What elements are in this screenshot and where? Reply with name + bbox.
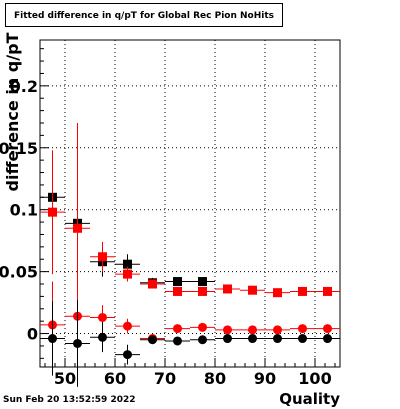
data-point-square — [248, 285, 257, 295]
tick-labels: 50 60 70 80 90 100 0 0.05 0.1 0.15 0.2 — [0, 77, 332, 388]
grid-lines — [40, 40, 340, 367]
plot-frame — [39, 39, 341, 368]
data-point-circle — [248, 334, 257, 344]
data-point-circle — [98, 332, 107, 342]
data-point-square — [73, 223, 82, 233]
data-point-circle — [223, 325, 232, 335]
y-axis-label: difference in q/pT — [3, 32, 22, 192]
data-point-circle — [323, 324, 332, 334]
data-point-circle — [273, 325, 282, 335]
data-point-square — [223, 284, 232, 294]
x-tick-label: 80 — [204, 369, 226, 388]
data-point-circle — [123, 321, 132, 331]
y-tick-label: 0.15 — [0, 139, 38, 158]
data-point-circle — [148, 335, 157, 345]
data-point-square — [148, 279, 157, 289]
data-point-square — [98, 252, 107, 262]
data-point-square — [198, 277, 207, 287]
x-tick-label: 60 — [104, 369, 126, 388]
data-point-circle — [223, 334, 232, 344]
data-point-circle — [298, 324, 307, 334]
y-tick-label: 0.2 — [10, 77, 38, 96]
x-axis-label: Quality — [279, 390, 340, 408]
data-point-circle — [198, 335, 207, 345]
y-tick-label: 0 — [27, 325, 38, 344]
data-point-circle — [273, 334, 282, 344]
timestamp-footer: Sun Feb 20 13:52:59 2022 — [3, 395, 136, 405]
x-tick-label: 70 — [154, 369, 176, 388]
data-point-square — [323, 286, 332, 296]
data-point-square — [123, 259, 132, 269]
data-point-circle — [248, 325, 257, 335]
data-point-square — [173, 277, 182, 287]
data-point-circle — [73, 338, 82, 348]
y-tick-label: 0.05 — [0, 263, 38, 282]
x-tick-label: 100 — [298, 369, 331, 388]
y-tick-label: 0.1 — [10, 201, 38, 220]
data-point-circle — [98, 312, 107, 322]
data-point-square — [198, 286, 207, 296]
x-tick-label: 90 — [254, 369, 276, 388]
chart-title-box: Fitted difference in q/pT for Global Rec… — [5, 3, 283, 27]
axis-ticks — [40, 48, 336, 367]
chart-title: Fitted difference in q/pT for Global Rec… — [14, 11, 274, 21]
data-point-circle — [173, 324, 182, 334]
data-point-square — [298, 286, 307, 296]
data-point-circle — [323, 334, 332, 344]
data-point-circle — [48, 334, 57, 344]
data-marks — [40, 122, 340, 387]
data-point-square — [173, 286, 182, 296]
data-point-circle — [298, 334, 307, 344]
data-point-square — [48, 207, 57, 217]
data-point-circle — [173, 336, 182, 346]
data-point-circle — [198, 322, 207, 332]
data-point-circle — [123, 350, 132, 360]
data-point-square — [123, 269, 132, 279]
data-point-square — [273, 288, 282, 298]
x-tick-label: 50 — [54, 369, 76, 388]
